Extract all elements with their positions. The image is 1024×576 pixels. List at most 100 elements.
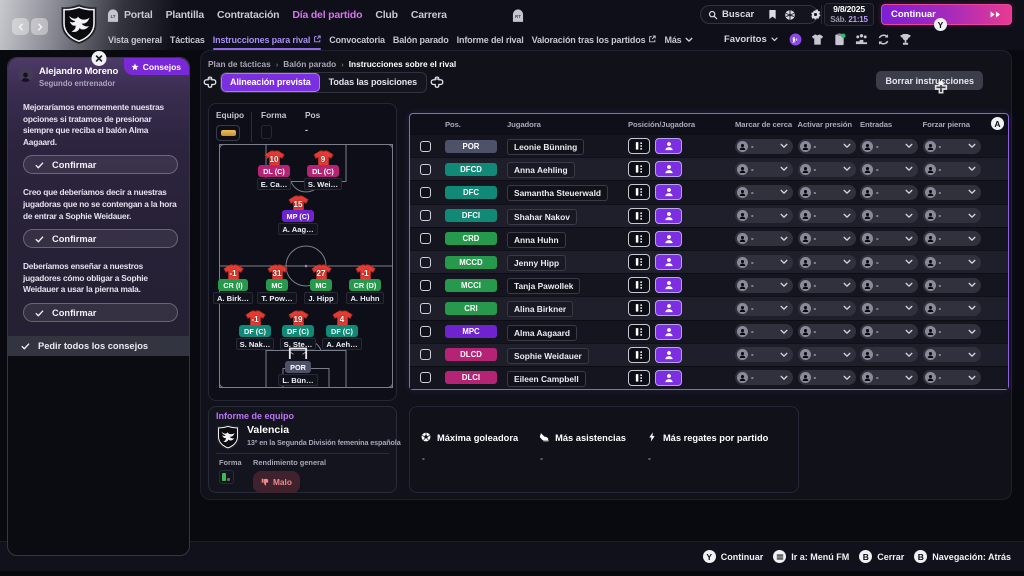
world-button[interactable] bbox=[784, 6, 803, 23]
marcar-de-cerca-dropdown[interactable]: - bbox=[735, 184, 793, 200]
row-checkbox[interactable] bbox=[419, 140, 431, 152]
forzar-pierna-dropdown[interactable]: - bbox=[922, 300, 981, 316]
subnav-item-valoraci-n-tras-los-partidos[interactable]: Valoración tras los partidos bbox=[532, 35, 657, 45]
sync-icon[interactable] bbox=[877, 33, 890, 46]
player-name[interactable]: Alma Aagaard bbox=[507, 324, 578, 341]
nav-item-portal[interactable]: Portal bbox=[124, 8, 153, 21]
chat-bubble-icon[interactable]: 1 bbox=[789, 33, 802, 46]
player-toggle-button[interactable] bbox=[655, 254, 682, 271]
marcar-de-cerca-dropdown[interactable]: - bbox=[735, 138, 793, 154]
marcar-de-cerca-dropdown[interactable]: - bbox=[735, 208, 793, 224]
marcar-de-cerca-dropdown[interactable]: - bbox=[735, 347, 793, 363]
column-header-forzar-pierna[interactable]: Forzar pierna bbox=[922, 119, 971, 129]
activar-presion-dropdown[interactable]: - bbox=[797, 208, 856, 224]
player-toggle-button[interactable] bbox=[655, 346, 682, 363]
column-header-entradas[interactable]: Entradas bbox=[860, 119, 893, 129]
player-name[interactable]: Sophie Weidauer bbox=[507, 347, 589, 364]
row-checkbox[interactable] bbox=[419, 186, 431, 198]
column-header-marcar-de-cerca[interactable]: Marcar de cerca bbox=[735, 119, 793, 129]
player-toggle-button[interactable] bbox=[655, 230, 682, 247]
player-name[interactable]: Anna Aehling bbox=[507, 162, 575, 179]
row-checkbox[interactable] bbox=[419, 349, 431, 361]
activar-presion-dropdown[interactable]: - bbox=[797, 324, 856, 340]
entradas-dropdown[interactable]: - bbox=[860, 300, 918, 316]
column-header-pos-[interactable]: Pos. bbox=[445, 119, 461, 129]
search-button[interactable]: Buscar bbox=[701, 6, 761, 23]
tab-alineaci-n-prevista[interactable]: Alineación prevista bbox=[221, 72, 320, 92]
player-toggle-button[interactable] bbox=[655, 300, 682, 317]
podium-icon[interactable] bbox=[855, 33, 868, 46]
player-name[interactable]: Anna Huhn bbox=[507, 231, 566, 248]
marcar-de-cerca-dropdown[interactable]: - bbox=[735, 254, 793, 270]
marcar-de-cerca-dropdown[interactable]: - bbox=[735, 300, 793, 316]
entradas-dropdown[interactable]: - bbox=[860, 254, 918, 270]
row-checkbox[interactable] bbox=[419, 233, 431, 245]
marcar-de-cerca-dropdown[interactable]: - bbox=[735, 231, 793, 247]
player-name[interactable]: Tanja Pawollek bbox=[507, 278, 581, 295]
pitch-player-j-hipp[interactable]: 27 MC J. Hipp bbox=[289, 264, 353, 304]
forzar-pierna-dropdown[interactable]: - bbox=[922, 324, 981, 340]
player-toggle-button[interactable] bbox=[655, 323, 682, 340]
pitch-player-s-wei-[interactable]: 9 DL (C) S. Wei… bbox=[291, 150, 355, 190]
hint-ir-a-men-fm[interactable]: Ir a: Menú FM bbox=[773, 550, 849, 563]
pitch-player-s-ste-[interactable]: 19 DF (C) S. Ste… bbox=[266, 310, 330, 350]
player-name[interactable]: Jenny Hipp bbox=[507, 255, 567, 272]
subnav-item-vista-general[interactable]: Vista general bbox=[108, 35, 162, 45]
activar-presion-dropdown[interactable]: - bbox=[797, 254, 856, 270]
entradas-dropdown[interactable]: - bbox=[860, 370, 918, 386]
subnav-item-m-s[interactable]: Más bbox=[664, 35, 693, 45]
position-toggle-button[interactable] bbox=[628, 369, 650, 386]
column-header-jugadora[interactable]: Jugadora bbox=[507, 119, 541, 129]
pitch-player-a-aeh-[interactable]: 4 DF (C) A. Aeh… bbox=[310, 310, 374, 350]
subnav-item-convocatoria[interactable]: Convocatoria bbox=[329, 35, 385, 45]
player-name[interactable]: Leonie Bünning bbox=[507, 139, 585, 156]
marcar-de-cerca-dropdown[interactable]: - bbox=[735, 324, 793, 340]
position-toggle-button[interactable] bbox=[628, 254, 650, 271]
position-toggle-button[interactable] bbox=[628, 161, 650, 178]
close-button[interactable] bbox=[91, 51, 106, 66]
pitch-player-a-huhn[interactable]: -1 CR (D) A. Huhn bbox=[333, 264, 397, 304]
forzar-pierna-dropdown[interactable]: - bbox=[922, 161, 981, 177]
position-toggle-button[interactable] bbox=[628, 184, 650, 201]
row-checkbox[interactable] bbox=[419, 210, 431, 222]
player-toggle-button[interactable] bbox=[655, 184, 682, 201]
clear-instructions-button[interactable]: Borrar instrucciones bbox=[876, 71, 983, 90]
advice-button[interactable]: Consejos bbox=[123, 58, 189, 75]
pitch-player-t-pow-[interactable]: 31 MC T. Pow… bbox=[245, 264, 309, 304]
forzar-pierna-dropdown[interactable]: - bbox=[922, 138, 981, 154]
nav-item-carrera[interactable]: Carrera bbox=[410, 8, 447, 21]
entradas-dropdown[interactable]: - bbox=[860, 184, 918, 200]
confirm-button[interactable]: Confirmar bbox=[23, 229, 178, 249]
position-toggle-button[interactable] bbox=[628, 323, 650, 340]
pitch-player-s-nak-[interactable]: -1 DF (C) S. Nak… bbox=[223, 310, 287, 350]
nav-item-club[interactable]: Club bbox=[375, 8, 398, 21]
player-toggle-button[interactable] bbox=[655, 277, 682, 294]
request-all-advice-button[interactable]: Pedir todos los consejos bbox=[8, 336, 189, 357]
row-checkbox[interactable] bbox=[419, 302, 431, 314]
team-kit-button[interactable] bbox=[216, 125, 240, 141]
hint-continuar[interactable]: Y Continuar bbox=[702, 550, 763, 563]
row-checkbox[interactable] bbox=[419, 372, 431, 384]
row-checkbox[interactable] bbox=[419, 163, 431, 175]
position-toggle-button[interactable] bbox=[628, 230, 650, 247]
forzar-pierna-dropdown[interactable]: - bbox=[922, 370, 981, 386]
confirm-button[interactable]: Confirmar bbox=[23, 155, 178, 175]
subnav-item-bal-n-parado[interactable]: Balón parado bbox=[393, 35, 449, 45]
forzar-pierna-dropdown[interactable]: - bbox=[922, 347, 981, 363]
player-name[interactable]: Samantha Steuerwald bbox=[507, 185, 609, 202]
hint-cerrar[interactable]: B Cerrar bbox=[859, 550, 904, 563]
nav-item-plantilla[interactable]: Plantilla bbox=[165, 8, 205, 21]
row-checkbox[interactable] bbox=[419, 256, 431, 268]
row-checkbox[interactable] bbox=[419, 279, 431, 291]
nav-item-d-a-del-partido[interactable]: Día del partido bbox=[292, 8, 363, 21]
activar-presion-dropdown[interactable]: - bbox=[797, 138, 856, 154]
breadcrumb-item[interactable]: Balón parado bbox=[283, 59, 337, 69]
tab-todas-las-posiciones[interactable]: Todas las posiciones bbox=[328, 77, 418, 87]
player-toggle-button[interactable] bbox=[655, 369, 682, 386]
pitch-player-a-aag-[interactable]: 15 MP (C) A. Aag… bbox=[266, 195, 330, 235]
breadcrumb-item[interactable]: Plan de tácticas bbox=[208, 59, 271, 69]
favorites-dropdown[interactable]: Favoritos bbox=[724, 34, 778, 45]
forward-button[interactable] bbox=[31, 18, 48, 35]
subnav-item-informe-del-rival[interactable]: Informe del rival bbox=[457, 35, 524, 45]
settings-button[interactable] bbox=[803, 6, 828, 23]
